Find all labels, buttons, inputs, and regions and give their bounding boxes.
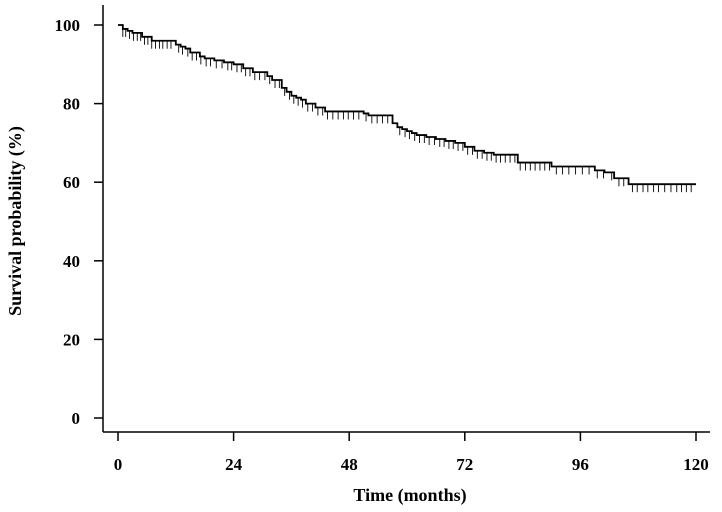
y-tick-label: 100: [55, 16, 81, 35]
x-tick-label: 48: [341, 455, 358, 474]
y-tick-label: 0: [72, 409, 81, 428]
y-axis-title: Survival probability (%): [5, 126, 26, 316]
y-tick-label: 20: [63, 330, 80, 349]
y-tick-label: 40: [63, 252, 80, 271]
y-tick-label: 80: [63, 95, 80, 114]
x-tick-label: 24: [225, 455, 243, 474]
x-axis-title: Time (months): [353, 485, 466, 506]
y-tick-label: 60: [63, 173, 80, 192]
plot-frame: [102, 5, 710, 433]
survival-curve: [118, 24, 696, 186]
x-tick-label: 96: [572, 455, 589, 474]
x-tick-label: 72: [456, 455, 473, 474]
y-axis-ticks: 0 20 40 60 80 100: [55, 16, 103, 428]
censor-marks: [122, 28, 692, 193]
x-tick-label: 0: [114, 455, 123, 474]
x-tick-label: 120: [683, 455, 709, 474]
x-axis-ticks: 0 24 48 72 96 120: [114, 432, 709, 474]
